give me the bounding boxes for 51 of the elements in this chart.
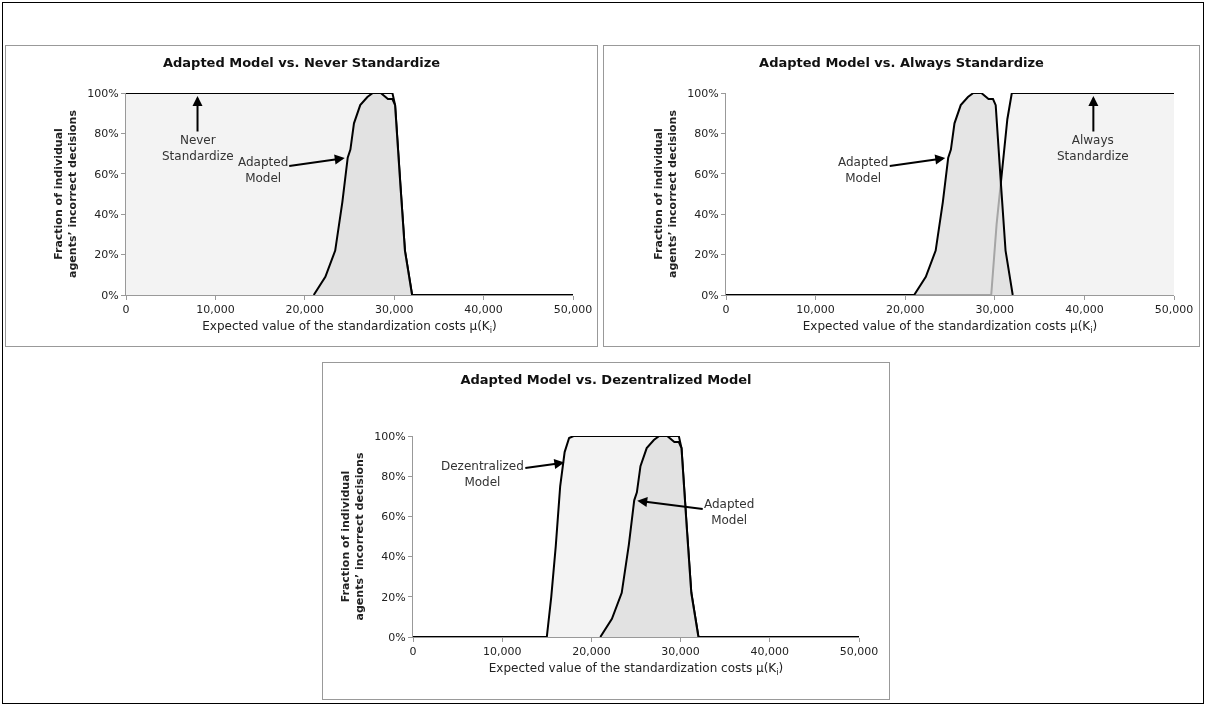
x-tick-label: 10,000 [196,303,235,317]
x-tick-label: 10,000 [482,645,522,659]
x-tick-label: 50,000 [839,645,879,659]
y-tick-label: 0% [101,288,119,302]
x-tick-label: 40,000 [750,645,790,659]
x-tick-label: 30,000 [661,645,700,659]
x-tick-label: 40,000 [1065,303,1104,317]
x-tick-label: 0 [122,303,130,317]
x-tick-label: 50,000 [553,303,593,317]
y-tick-label: 100% [87,86,119,100]
y-tick-label: 60% [381,510,406,524]
x-tick-label: 20,000 [885,303,925,317]
y-tick-label: 80% [381,470,406,484]
y-tick-label: 40% [381,550,406,564]
chart-title: Adapted Model vs. Always Standardize [759,55,1045,71]
chart-title: Adapted Model vs. Never Standardize [162,55,441,71]
y-tick-label: 60% [94,167,119,181]
x-tick-label: 30,000 [975,303,1015,317]
y-axis-title: Fraction of individual agents’ incorrect decisions [651,109,679,278]
y-tick-label: 20% [94,248,119,262]
y-tick-label: 20% [381,590,406,604]
x-tick-label: 0 [722,303,730,317]
annotation: Never Standardize [162,133,234,163]
annotation: Dezentralized Model [441,459,524,489]
x-tick-label: 10,000 [796,303,835,317]
y-tick-label: 20% [694,248,719,262]
y-tick-label: 80% [694,127,719,141]
y-tick-label: 100% [687,86,719,100]
y-tick-label: 80% [94,127,119,141]
y-tick-label: 40% [94,208,119,222]
x-axis-title: Expected value of the standardization costs μ(K$_{i}$) [802,319,1098,335]
y-tick-label: 100% [374,429,406,443]
y-tick-label: 40% [694,208,719,222]
x-tick-label: 20,000 [572,645,611,659]
y-axis-title: Fraction of individual agents’ incorrect decisions [338,452,366,621]
annotation: Adapted Model [838,155,889,185]
x-axis-title: Expected value of the standardization costs μ(K$_{i}$) [202,319,497,335]
y-tick-label: 60% [694,167,719,181]
y-tick-label: 0% [701,288,719,302]
y-tick-label: 0% [388,630,406,644]
annotation: Always Standardize [1057,133,1129,163]
x-axis-title: Expected value of the standardization costs μ(K$_{i}$) [488,661,784,677]
x-tick-label: 50,000 [1154,303,1194,317]
chart-title: Adapted Model vs. Dezentralized Model [460,372,752,388]
annotation: Adapted Model [704,497,755,527]
x-tick-label: 20,000 [285,303,325,317]
x-tick-label: 0 [409,645,417,659]
annotation: Adapted Model [238,155,289,185]
x-tick-label: 30,000 [374,303,414,317]
x-tick-label: 40,000 [464,303,503,317]
y-axis-title: Fraction of individual agents’ incorrect decisions [51,109,79,278]
